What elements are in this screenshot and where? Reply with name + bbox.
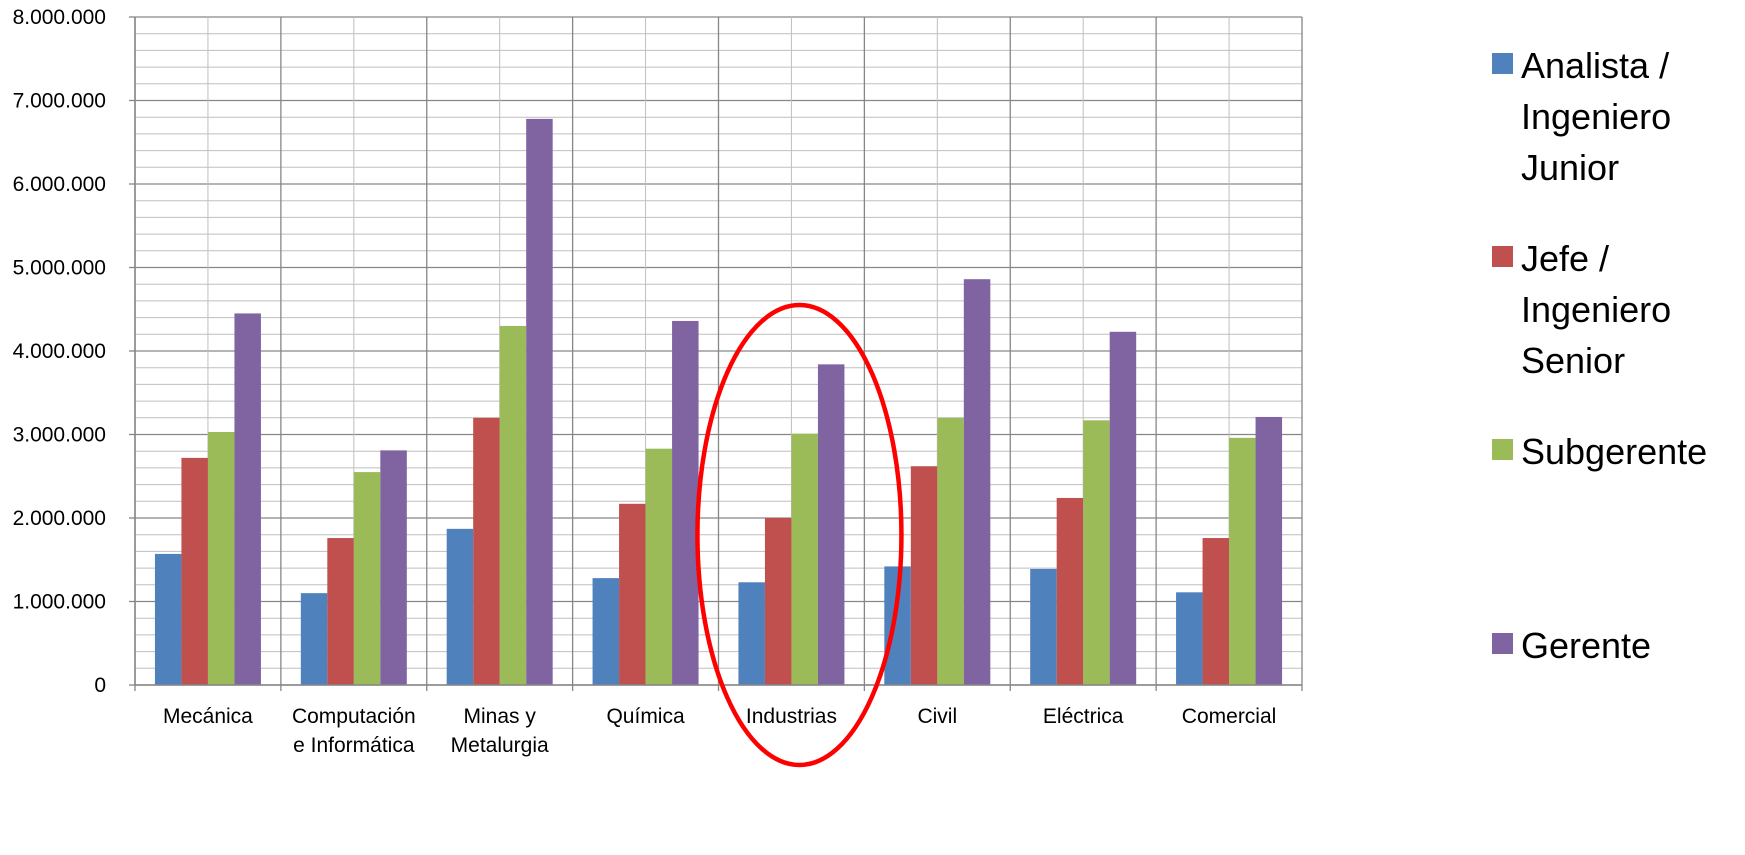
bar — [1083, 420, 1110, 685]
bar — [619, 503, 646, 685]
y-tick-label: 0 — [94, 674, 106, 697]
bar — [300, 593, 328, 685]
x-category-label-line: Computación — [292, 705, 416, 728]
highlight-annotation — [695, 302, 904, 768]
bar — [1109, 331, 1137, 685]
legend-swatch — [1492, 246, 1513, 267]
bar — [526, 118, 553, 686]
bar — [1030, 568, 1057, 685]
y-tick-label: 6.000.000 — [13, 173, 106, 196]
x-category-label: Química — [606, 705, 685, 728]
bar — [672, 320, 699, 685]
legend-swatch — [1492, 53, 1513, 74]
x-category-label-line: Comercial — [1182, 705, 1277, 728]
legend-item: Analista / Ingeniero Junior — [1492, 40, 1671, 193]
x-category-label: Mecánica — [163, 705, 253, 728]
bar — [910, 466, 938, 685]
bar — [1202, 538, 1230, 685]
bar — [1229, 437, 1256, 685]
x-category-label-line: Civil — [917, 705, 957, 728]
bar — [446, 528, 474, 685]
legend-label: Jefe / Ingeniero Senior — [1521, 238, 1672, 381]
legend-label: Gerente — [1521, 625, 1652, 666]
y-tick-label: 3.000.000 — [13, 424, 106, 447]
legend-label: Analista / Ingeniero Junior — [1521, 45, 1672, 188]
highlight-ellipse — [695, 302, 904, 768]
bar — [764, 518, 792, 685]
bar — [817, 364, 845, 685]
x-category-label-line: Química — [606, 705, 685, 728]
y-tick-label: 8.000.000 — [13, 6, 106, 29]
bar — [738, 582, 765, 685]
x-category-label-line: Eléctrica — [1043, 705, 1124, 728]
y-axis-tick-labels: 0 1.000.000 2.000.000 3.000.000 4.000.000 5.0… — [13, 6, 106, 697]
legend: Analista / Ingeniero Junior Jefe / Ingeni… — [1492, 40, 1742, 740]
y-tick-label: 7.000.000 — [13, 90, 106, 113]
x-category-label: Minas y Metalurgia — [451, 705, 549, 757]
y-tick-label: 5.000.000 — [13, 257, 106, 280]
bar — [963, 279, 991, 685]
x-category-label: Computación e Informática — [292, 705, 416, 757]
x-category-label-line: Metalurgia — [451, 734, 549, 757]
x-category-label-line: Minas y — [464, 705, 537, 728]
axes — [129, 16, 1303, 691]
bar — [234, 313, 261, 685]
legend-label: Subgerente — [1521, 431, 1708, 472]
y-tick-label: 1.000.000 — [13, 591, 106, 614]
legend-swatch — [1492, 439, 1513, 460]
y-tick-label: 4.000.000 — [13, 340, 106, 363]
bar — [791, 433, 818, 685]
bar — [1056, 497, 1084, 685]
bar — [181, 457, 208, 685]
legend-item: Subgerente — [1492, 426, 1707, 477]
bar — [645, 448, 673, 685]
bar — [937, 417, 964, 685]
x-category-label-line: Industrias — [746, 705, 837, 728]
legend-item: Gerente — [1492, 620, 1651, 671]
bar — [154, 553, 182, 685]
x-category-label: Comercial — [1182, 705, 1277, 728]
x-category-label: Industrias — [746, 705, 837, 728]
x-category-label-line: e Informática — [293, 734, 415, 757]
bar — [499, 325, 527, 685]
bars — [154, 118, 1283, 686]
bar — [380, 450, 407, 685]
x-category-label: Eléctrica — [1043, 705, 1124, 728]
bar — [207, 431, 235, 685]
legend-item: Jefe / Ingeniero Senior — [1492, 233, 1671, 386]
bar — [473, 417, 500, 685]
bar — [592, 578, 620, 685]
y-tick-label: 2.000.000 — [13, 507, 106, 530]
legend-swatch — [1492, 633, 1513, 654]
bar — [353, 472, 381, 685]
bar — [1176, 592, 1203, 685]
x-category-label-line: Mecánica — [163, 705, 253, 728]
x-category-label: Civil — [917, 705, 957, 728]
bar — [1255, 416, 1283, 685]
bar — [327, 538, 354, 685]
